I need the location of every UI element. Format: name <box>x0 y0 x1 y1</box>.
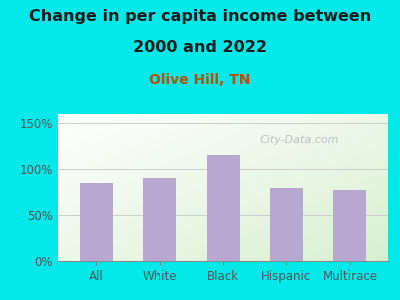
Text: Olive Hill, TN: Olive Hill, TN <box>149 74 251 88</box>
Bar <box>143 178 176 261</box>
Text: 2000 and 2022: 2000 and 2022 <box>133 40 267 56</box>
Bar <box>80 183 112 261</box>
Bar <box>206 155 240 261</box>
Text: Change in per capita income between: Change in per capita income between <box>29 9 371 24</box>
Bar <box>334 190 366 261</box>
Text: City-Data.com: City-Data.com <box>259 136 339 146</box>
Bar <box>270 188 303 261</box>
